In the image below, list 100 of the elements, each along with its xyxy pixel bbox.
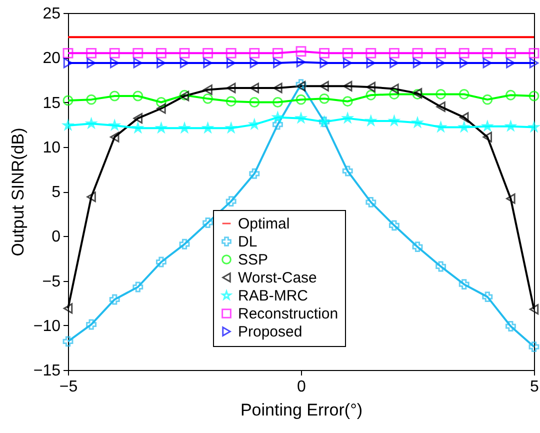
point [249, 97, 260, 108]
point [226, 96, 236, 107]
point [249, 168, 260, 179]
point [482, 48, 493, 58]
point [296, 56, 306, 68]
point [132, 122, 143, 132]
point [342, 113, 353, 123]
point [505, 90, 516, 100]
point [505, 321, 516, 332]
y-tick-label: −5 [42, 273, 61, 290]
point [296, 46, 306, 57]
point [388, 89, 400, 100]
legend-label: RAB-MRC [238, 288, 308, 304]
point [366, 90, 376, 100]
point [156, 58, 166, 68]
point [226, 122, 236, 132]
point [63, 58, 73, 68]
point [63, 303, 73, 314]
point [109, 90, 120, 102]
point [436, 58, 446, 68]
point [506, 193, 516, 204]
point [203, 84, 212, 95]
point [110, 132, 120, 142]
point [529, 58, 539, 68]
point [179, 122, 190, 132]
point [202, 48, 214, 58]
point [109, 294, 120, 305]
point [482, 292, 493, 302]
point [62, 120, 74, 130]
point [388, 220, 400, 231]
y-tick-label: 10 [42, 139, 61, 156]
point [482, 94, 493, 105]
point [412, 118, 423, 128]
point [436, 89, 446, 100]
point [342, 48, 353, 58]
point [366, 82, 376, 92]
y-tick-label: 25 [42, 6, 61, 22]
y-tick-label: 20 [42, 50, 61, 68]
point [296, 113, 306, 123]
point [250, 82, 260, 94]
point [156, 256, 166, 268]
point [202, 93, 214, 104]
point [390, 58, 399, 68]
point [156, 97, 166, 108]
y-tick-label: −15 [33, 362, 61, 380]
point [272, 97, 283, 108]
y-axis-title: Output SINR(dB) [8, 128, 28, 256]
point [202, 122, 213, 132]
point [62, 48, 74, 58]
y-tick-label: 5 [52, 184, 61, 201]
legend-label: DL [238, 234, 258, 250]
point [226, 58, 236, 68]
legend-label: Reconstruction [238, 306, 338, 322]
point [412, 242, 423, 252]
point [226, 48, 236, 58]
point [86, 192, 96, 202]
point [412, 58, 422, 68]
point [272, 48, 283, 58]
point [132, 282, 144, 292]
point [482, 132, 492, 142]
point [202, 218, 214, 228]
point [506, 121, 516, 131]
point [62, 95, 74, 106]
point [296, 94, 306, 105]
point [132, 90, 144, 102]
point [458, 279, 470, 290]
point [342, 96, 353, 107]
point [272, 112, 283, 122]
x-tick-label: 5 [530, 378, 540, 396]
point [436, 122, 446, 132]
legend-label: Optimal [238, 216, 290, 232]
x-axis-title: Pointing Error(°) [240, 400, 363, 420]
point [342, 58, 352, 68]
point [156, 48, 166, 58]
point [458, 89, 470, 100]
point [458, 48, 470, 58]
point [482, 58, 492, 68]
legend-label: SSP [238, 252, 268, 268]
point [506, 58, 516, 68]
point [249, 119, 260, 129]
point [86, 58, 96, 68]
point [342, 80, 352, 92]
point [459, 122, 470, 132]
point [179, 48, 190, 58]
point [110, 120, 120, 130]
point [249, 48, 260, 58]
point [366, 116, 376, 126]
y-tick-label: −10 [33, 318, 61, 335]
point [109, 48, 120, 58]
point [272, 119, 283, 130]
y-tick-label: 15 [42, 94, 61, 112]
point [133, 113, 143, 124]
point [528, 90, 540, 102]
point [319, 93, 330, 104]
point [436, 101, 446, 112]
point [529, 304, 539, 315]
point [366, 58, 376, 68]
point [342, 166, 353, 176]
point [132, 48, 144, 58]
point [133, 58, 143, 68]
